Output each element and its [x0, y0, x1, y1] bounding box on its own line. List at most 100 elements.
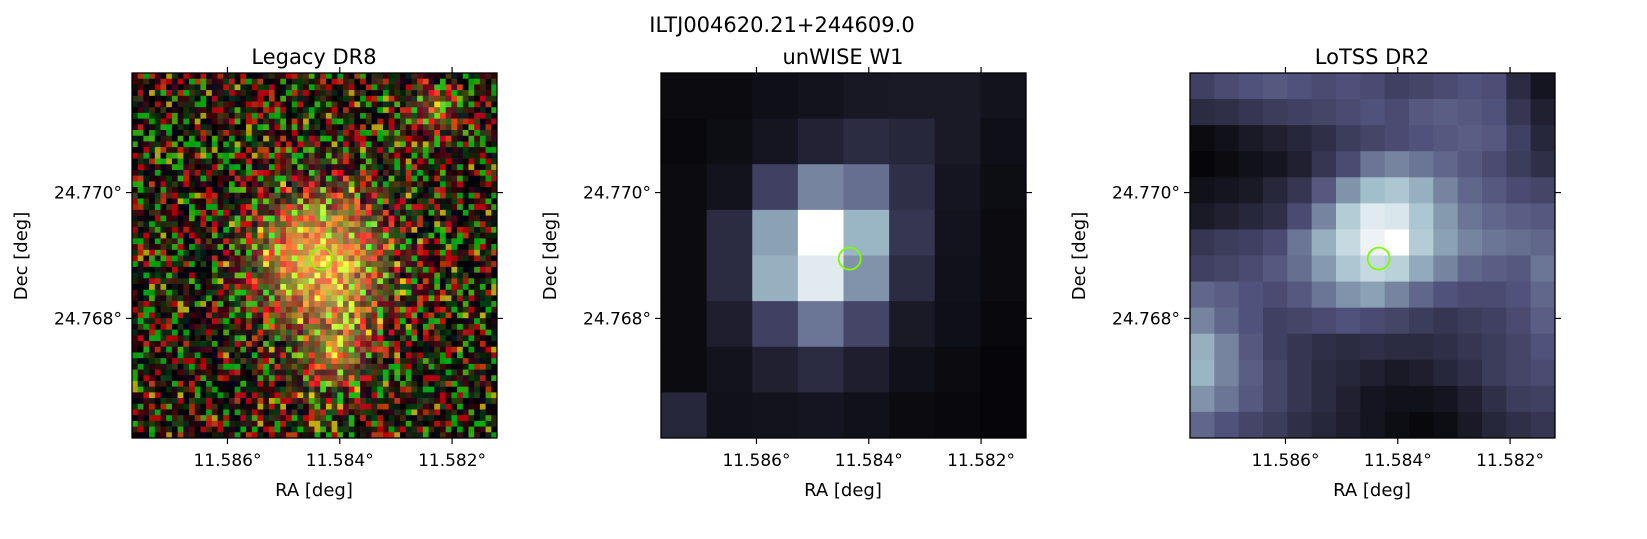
pixel [194, 215, 201, 222]
pixel [354, 238, 361, 245]
pixel [411, 215, 418, 222]
pixel [217, 90, 224, 97]
pixel [263, 323, 270, 330]
pixel [280, 249, 287, 256]
pixel [246, 84, 253, 91]
pixel [154, 90, 161, 97]
pixel [377, 226, 384, 233]
pixel [394, 204, 401, 211]
pixel [154, 198, 161, 205]
pixel [405, 301, 412, 308]
pixel [217, 118, 224, 125]
pixel [417, 107, 424, 114]
pixel [479, 107, 486, 114]
pixel [211, 158, 218, 165]
pixel [160, 432, 167, 439]
pixel [206, 301, 213, 308]
pixel [314, 255, 321, 262]
pixel [371, 238, 378, 245]
pixel [843, 73, 890, 120]
pixel [217, 323, 224, 330]
pixel [365, 272, 372, 279]
pixel [462, 284, 469, 291]
pixel [280, 323, 287, 330]
pixel [206, 95, 213, 102]
pixel [343, 318, 350, 325]
pixel [354, 426, 361, 433]
pixel [189, 232, 196, 239]
pixel [149, 266, 156, 273]
pixel [394, 95, 401, 102]
pixel [343, 289, 350, 296]
pixel [388, 272, 395, 279]
pixel [451, 398, 458, 405]
pixel [354, 375, 361, 382]
pixel [394, 135, 401, 142]
pixel [303, 141, 310, 148]
pixel [217, 164, 224, 171]
pixel [371, 341, 378, 348]
pixel [171, 318, 178, 325]
pixel [491, 318, 498, 325]
pixel [297, 141, 304, 148]
pixel [234, 141, 241, 148]
pixel [337, 238, 344, 245]
pixel [325, 84, 332, 91]
pixel [1287, 385, 1313, 413]
pixel [394, 112, 401, 119]
pixel [154, 323, 161, 330]
pixel [177, 306, 184, 313]
pixel [297, 301, 304, 308]
pixel [297, 415, 304, 422]
pixel [291, 352, 298, 359]
pixel [132, 409, 138, 416]
pixel [291, 301, 298, 308]
pixel [400, 124, 407, 131]
pixel [377, 101, 384, 108]
pixel [343, 346, 350, 353]
pixel [428, 232, 435, 239]
pixel [194, 346, 201, 353]
pixel [194, 392, 201, 399]
pixel [280, 124, 287, 131]
pixel [143, 375, 150, 382]
pixel [485, 284, 492, 291]
pixel [166, 232, 173, 239]
pixel [354, 232, 361, 239]
pixel [462, 415, 469, 422]
pixel [468, 398, 475, 405]
pixel [445, 341, 452, 348]
pixel [485, 420, 492, 427]
pixel [189, 118, 196, 125]
pixel [274, 135, 281, 142]
pixel [149, 204, 156, 211]
pixel [263, 107, 270, 114]
pixel [434, 369, 441, 376]
pixel [263, 432, 270, 439]
pixel [268, 415, 275, 422]
pixel [308, 135, 315, 142]
pixel [223, 323, 230, 330]
pixel [422, 124, 429, 131]
pixel [439, 432, 446, 439]
pixel [223, 169, 230, 176]
pixel [308, 420, 315, 427]
pixel [257, 284, 264, 291]
pixel [1311, 151, 1337, 178]
pixel [348, 329, 355, 336]
pixel [400, 90, 407, 97]
pixel [280, 295, 287, 302]
pixel [1530, 359, 1556, 387]
pixel [194, 312, 201, 319]
pixel [183, 398, 190, 405]
pixel [411, 158, 418, 165]
pixel [177, 272, 184, 279]
pixel [479, 318, 486, 325]
pixel [889, 164, 936, 211]
pixel [394, 289, 401, 296]
pixel [240, 249, 247, 256]
pixel [439, 323, 446, 330]
pixel [206, 78, 213, 85]
pixel [491, 375, 498, 382]
pixel [360, 261, 367, 268]
